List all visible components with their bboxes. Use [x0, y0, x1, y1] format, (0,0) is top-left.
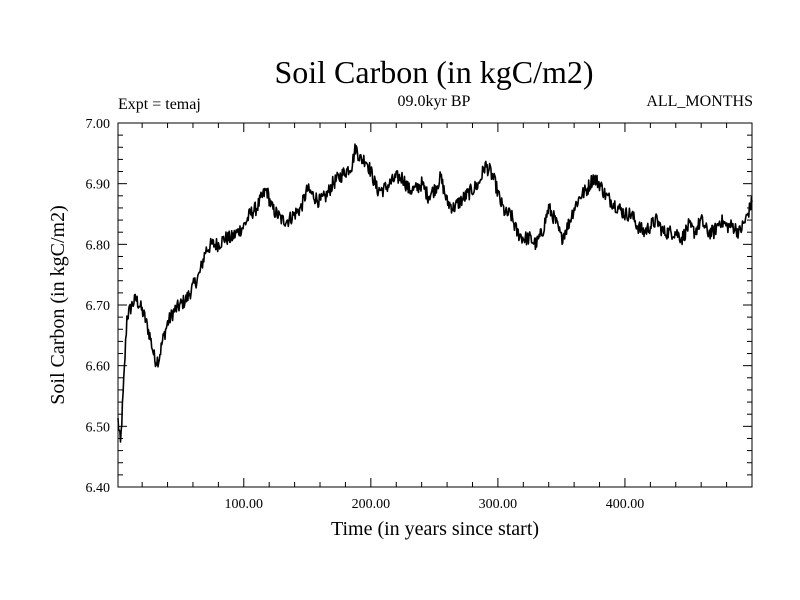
x-tick-label: 200.00 — [352, 497, 391, 512]
chart-subtitle: 09.0kyr BP — [398, 93, 471, 110]
x-tick-label: 100.00 — [225, 497, 264, 512]
experiment-label: Expt = temaj — [118, 96, 201, 113]
y-tick-label: 6.70 — [86, 299, 111, 314]
y-axis-label: Soil Carbon (in kgC/m2) — [47, 205, 69, 404]
chart-title: Soil Carbon (in kgC/m2) — [274, 54, 593, 90]
plot-frame — [117, 122, 753, 488]
series-layer — [117, 143, 753, 443]
x-axis: 100.00 200.00 300.00 400.00 — [141, 123, 728, 512]
x-tick-label: 300.00 — [479, 497, 518, 512]
y-tick-label: 6.50 — [86, 420, 111, 435]
y-tick-label: 6.60 — [86, 360, 111, 375]
y-tick-label: 7.00 — [86, 117, 111, 132]
series-line-soil-carbon — [117, 143, 753, 443]
x-axis-label: Time (in years since start) — [331, 518, 539, 540]
x-tick-label: 400.00 — [606, 497, 645, 512]
y-tick-label: 6.90 — [86, 178, 111, 193]
y-tick-label: 6.80 — [86, 238, 111, 253]
y-tick-label: 6.40 — [86, 481, 111, 496]
months-label: ALL_MONTHS — [646, 93, 753, 110]
y-axis: 6.40 6.50 6.60 6.70 6.80 6.90 7.00 — [86, 117, 752, 496]
